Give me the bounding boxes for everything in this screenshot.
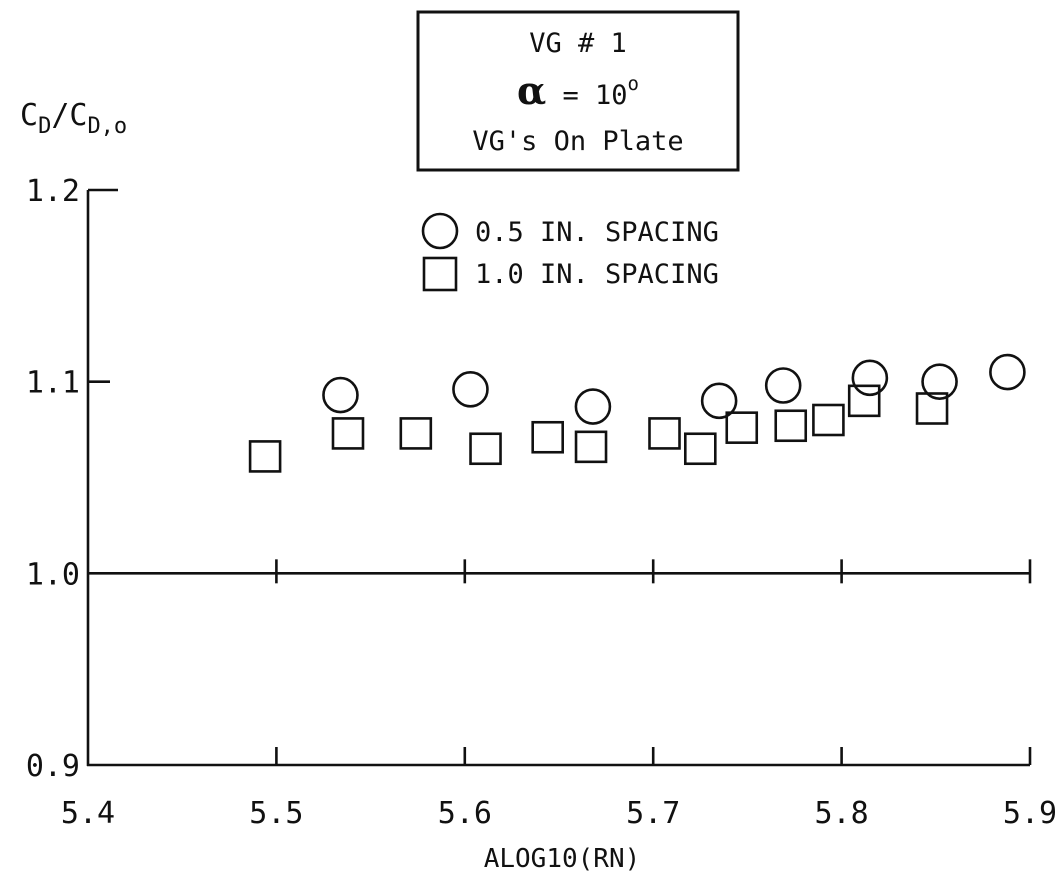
tick-labels: 5.4 5.5 5.6 5.7 5.8 5.9 0.9 1.0 1.1 1.2 xyxy=(26,174,1055,831)
y-label-c: C xyxy=(20,98,38,133)
data-point-circle xyxy=(700,382,738,420)
x-tick-label: 5.5 xyxy=(249,796,303,831)
data-point-square xyxy=(774,409,808,443)
data-point-square xyxy=(399,417,433,450)
title-line-vg: VG # 1 xyxy=(529,28,627,59)
data-point-circle xyxy=(764,367,802,404)
y-label-sub2: D,o xyxy=(87,114,127,139)
series-circles xyxy=(322,353,1026,425)
x-axis-title: ALOG10(RN) xyxy=(484,844,641,874)
x-tick-label: 5.8 xyxy=(815,796,869,831)
title-box-frame xyxy=(416,10,740,172)
title-line-alpha: α = 10o xyxy=(517,68,639,113)
data-point-square xyxy=(725,411,759,444)
alpha-degree: o xyxy=(628,73,639,95)
legend-label-square: 1.0 IN. SPACING xyxy=(475,259,719,290)
legend-circle-marker xyxy=(421,212,459,250)
data-point-square xyxy=(574,430,608,464)
data-point-square xyxy=(648,417,681,450)
x-tick-label: 5.6 xyxy=(438,796,492,831)
data-point-square xyxy=(812,403,845,437)
data-point-circle xyxy=(452,371,489,408)
data-point-circle xyxy=(921,363,958,400)
x-tick-label: 5.7 xyxy=(626,796,680,831)
data-point-square xyxy=(248,440,282,473)
title-line-plate: VG's On Plate xyxy=(472,126,683,157)
legend-square-marker xyxy=(422,256,458,292)
y-label-sub1: D xyxy=(38,114,51,139)
data-point-circle xyxy=(851,359,889,397)
data-point-circle xyxy=(989,353,1026,391)
data-point-square xyxy=(683,432,717,466)
y-axis-label: CD/CD,o xyxy=(20,98,127,139)
data-point-square xyxy=(469,432,502,466)
series-squares xyxy=(248,384,949,473)
data-point-square xyxy=(847,384,881,418)
x-tick-label: 5.9 xyxy=(1003,796,1055,831)
x-tick-label: 5.4 xyxy=(61,796,115,831)
y-tick-label: 1.2 xyxy=(26,174,80,209)
legend-label-circle: 0.5 IN. SPACING xyxy=(475,217,719,248)
y-tick-label: 0.9 xyxy=(26,749,80,784)
y-tick-label: 1.0 xyxy=(26,557,80,592)
data-point-square xyxy=(915,392,949,425)
legend: 0.5 IN. SPACING 1.0 IN. SPACING xyxy=(421,212,719,292)
data-point-square xyxy=(531,420,564,454)
alpha-symbol: α xyxy=(517,68,546,113)
title-box: VG # 1 α = 10o VG's On Plate xyxy=(416,10,740,172)
data-point-circle xyxy=(574,388,612,425)
axes xyxy=(86,188,1030,767)
ticks xyxy=(88,380,1032,765)
data-point-square xyxy=(331,417,365,450)
y-tick-label: 1.1 xyxy=(26,366,80,401)
y-label-slash: /C xyxy=(51,98,87,133)
data-point-circle xyxy=(322,376,359,414)
alpha-value: = 10 xyxy=(546,80,627,111)
